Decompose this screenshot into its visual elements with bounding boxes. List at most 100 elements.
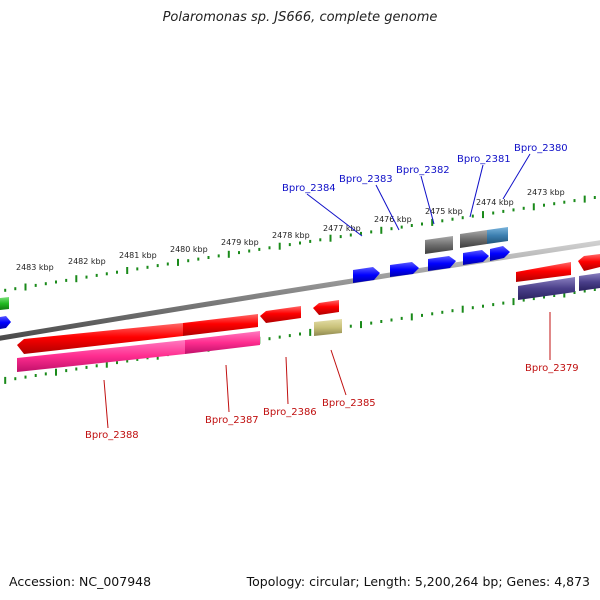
gene-label-bpro-2387: Bpro_2387 (205, 415, 259, 426)
minor-tick (441, 219, 444, 223)
minor-tick (299, 332, 301, 336)
minor-tick (299, 241, 301, 245)
major-tick (532, 203, 535, 211)
major-tick (126, 267, 129, 274)
gene-arrow-blue (0, 316, 11, 329)
kbp-label: 2483 kbp (16, 263, 54, 272)
gene-label-bpro-2385: Bpro_2385 (322, 398, 376, 409)
gene-arrow-blue (353, 267, 380, 283)
minor-tick (400, 225, 403, 229)
minor-tick (14, 377, 17, 381)
minor-tick (410, 224, 413, 227)
minor-tick (451, 217, 454, 221)
minor-tick (349, 233, 352, 237)
minor-tick (34, 283, 37, 287)
minor-tick (482, 304, 484, 308)
kbp-label: 2478 kbp (272, 231, 310, 240)
minor-tick (34, 374, 37, 377)
minor-tick (390, 318, 393, 322)
gene-label-bpro-2388: Bpro_2388 (85, 430, 139, 441)
minor-tick (441, 310, 444, 314)
minor-tick (421, 222, 423, 226)
leader-lines-bottom (103, 312, 551, 429)
minor-tick (471, 306, 474, 310)
minor-tick (390, 227, 393, 231)
feature-pink (185, 331, 260, 354)
minor-tick (431, 312, 434, 316)
minor-tick (502, 301, 505, 305)
gene-bpro-2379 (516, 262, 571, 282)
minor-tick (492, 303, 495, 307)
map-title: Polaromonas sp. JS666, complete genome (162, 10, 438, 25)
major-tick (583, 195, 586, 203)
gene-feature-green (0, 297, 9, 310)
major-tick (482, 211, 484, 219)
minor-tick (95, 364, 98, 368)
minor-tick (207, 256, 210, 259)
minor-tick (14, 287, 17, 291)
kbp-label: 2476 kbp (374, 215, 412, 224)
minor-tick (451, 309, 454, 313)
minor-tick (370, 321, 373, 325)
major-tick (75, 275, 78, 283)
minor-tick (55, 280, 57, 284)
minor-tick (278, 335, 281, 339)
minor-tick (85, 365, 88, 369)
major-tick (177, 258, 179, 266)
minor-tick (197, 257, 200, 261)
kbp-label: 2482 kbp (68, 257, 106, 266)
gene-bpro-2386 (260, 306, 301, 323)
major-tick (55, 368, 57, 376)
minor-tick (44, 282, 47, 286)
minor-tick (187, 259, 190, 263)
gene-label-bpro-2382: Bpro_2382 (396, 165, 450, 176)
minor-tick (268, 337, 271, 341)
minor-tick (461, 216, 464, 220)
minor-tick (593, 196, 596, 199)
minor-tick (217, 254, 220, 258)
minor-tick (543, 295, 545, 299)
minor-tick (573, 199, 576, 203)
major-tick (563, 290, 566, 298)
major-tick (309, 328, 312, 336)
minor-tick (319, 238, 322, 242)
minor-tick (400, 316, 403, 320)
major-tick (278, 242, 281, 250)
minor-tick (65, 369, 68, 373)
gene-arrow-blue (490, 246, 510, 261)
gene-label-bpro-2384: Bpro_2384 (282, 183, 336, 194)
minor-tick (512, 208, 515, 212)
minor-tick (268, 246, 271, 250)
kbp-label: 2481 kbp (119, 251, 157, 260)
kbp-label: 2480 kbp (170, 245, 208, 254)
gene-label-bpro-2386: Bpro_2386 (263, 407, 317, 418)
accession-text: Accession: NC_007948 (9, 574, 152, 589)
kbp-label: 2474 kbp (476, 198, 514, 207)
gene-label-bpro-2380: Bpro_2380 (514, 143, 568, 154)
leader-lines-top (306, 153, 531, 237)
minor-tick (116, 361, 118, 365)
minor-tick (95, 273, 98, 277)
minor-tick (65, 278, 68, 282)
gene-label-bpro-2379: Bpro_2379 (525, 363, 579, 374)
minor-tick (593, 288, 596, 291)
minor-tick (339, 235, 342, 239)
major-tick (461, 305, 464, 313)
feature-slate (579, 273, 600, 291)
minor-tick (146, 265, 149, 269)
genome-summary-text: Topology: circular; Length: 5,200,264 bp… (246, 574, 590, 589)
minor-tick (156, 264, 159, 268)
major-tick (24, 283, 27, 291)
minor-tick (309, 239, 312, 243)
kbp-label: 2473 kbp (527, 188, 565, 197)
minor-tick (563, 200, 566, 204)
minor-tick (248, 249, 251, 253)
gene-bpro-2388 (17, 323, 183, 354)
outer-tick-track (4, 195, 596, 292)
minor-tick (75, 367, 78, 371)
feature-pink (17, 340, 185, 372)
minor-tick (166, 262, 169, 266)
minor-tick (360, 231, 362, 235)
gene-arrow-blue (390, 262, 419, 277)
minor-tick (543, 203, 545, 207)
